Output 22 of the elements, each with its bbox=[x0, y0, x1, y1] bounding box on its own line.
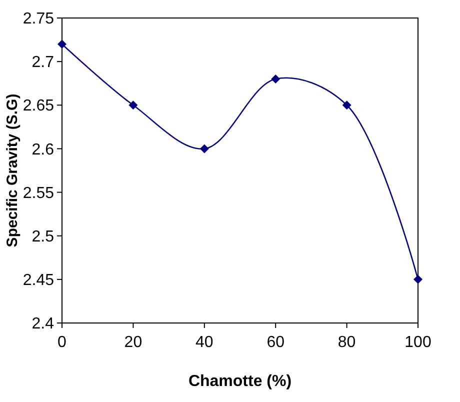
y-axis-title: Specific Gravity (S.G) bbox=[4, 94, 21, 248]
y-tick-label: 2.7 bbox=[32, 54, 54, 72]
point bbox=[128, 100, 138, 110]
x-tick-label: 80 bbox=[338, 334, 356, 351]
point bbox=[271, 74, 280, 84]
y-tick-label: 2.6 bbox=[32, 141, 54, 158]
point bbox=[58, 40, 66, 49]
x-tick-label: 60 bbox=[266, 334, 285, 351]
x-axis-title: Chamotte (%) bbox=[188, 373, 292, 390]
x-tick-label: 20 bbox=[124, 334, 142, 351]
x-tick-label: 0 bbox=[58, 334, 67, 351]
y-tick-label: 2.65 bbox=[22, 98, 54, 115]
x-tick-label: 100 bbox=[404, 334, 432, 351]
y-tick-label: 2.55 bbox=[22, 184, 54, 202]
point bbox=[342, 100, 352, 110]
y-tick-label: 2.5 bbox=[32, 228, 54, 246]
point bbox=[200, 144, 209, 154]
point bbox=[414, 274, 422, 284]
y-tick-label: 2.75 bbox=[22, 10, 54, 28]
y-tick-label: 2.45 bbox=[22, 272, 54, 290]
x-tick-label: 40 bbox=[196, 334, 214, 351]
y-tick-label: 2.4 bbox=[32, 316, 54, 333]
